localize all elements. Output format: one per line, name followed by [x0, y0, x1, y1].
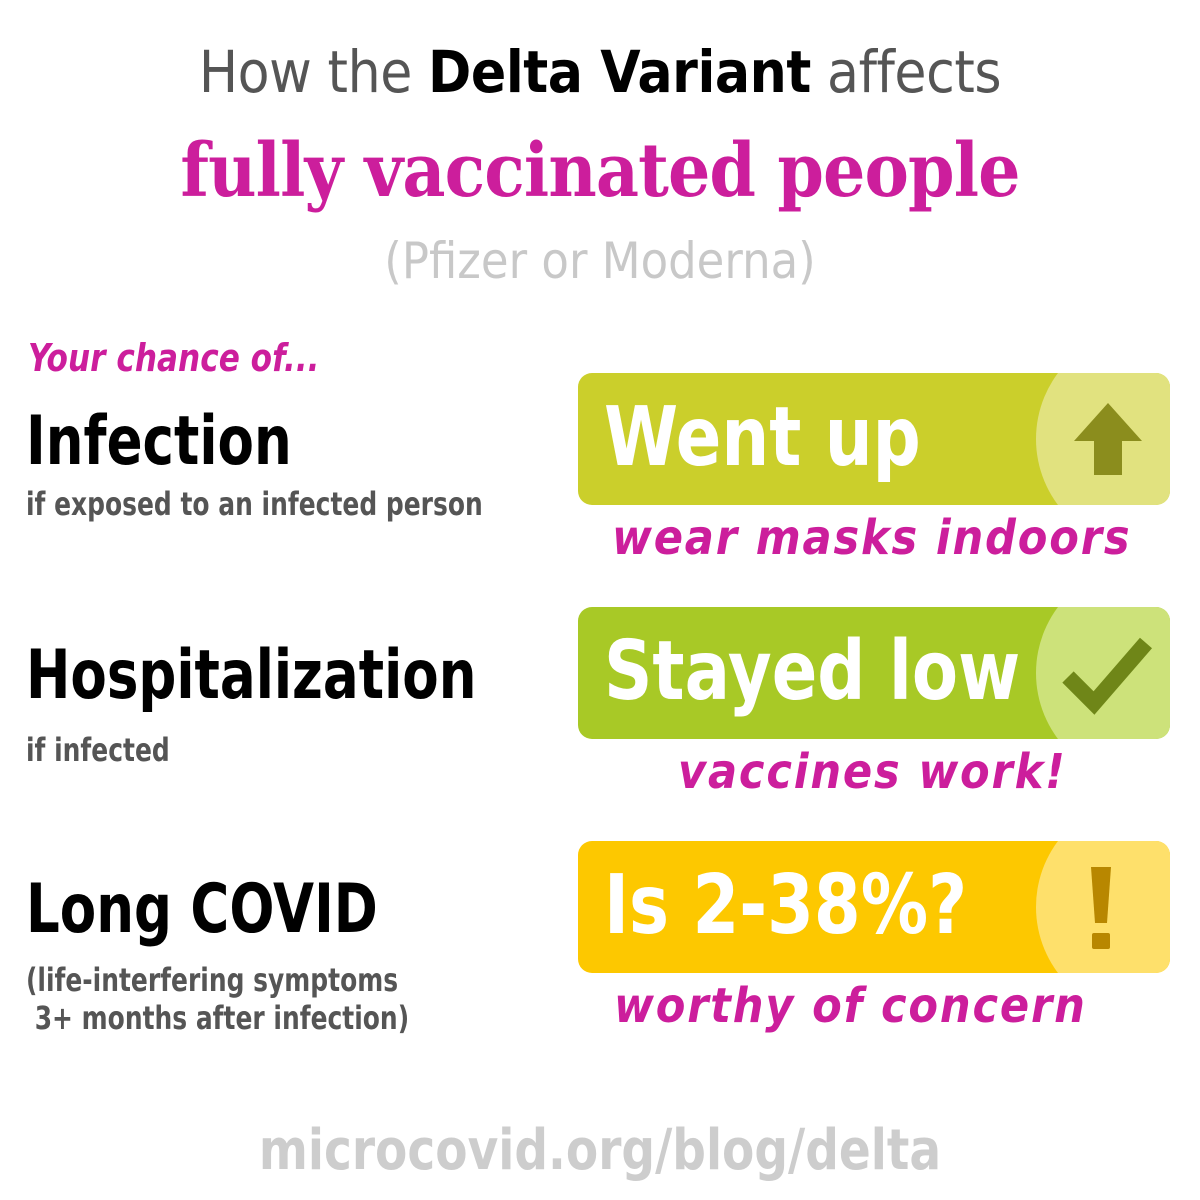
status-pill-long-covid: Is 2-38%? — [578, 841, 1170, 973]
title-prefix: How the — [198, 38, 412, 106]
pill-circle — [1036, 607, 1170, 739]
title-vaccines: (Pfizer or Moderna) — [384, 232, 816, 290]
title-variant: Delta Variant — [428, 38, 811, 106]
exclamation-icon — [1091, 867, 1111, 949]
up-arrow-icon — [1074, 403, 1142, 475]
row-subtitle-hospitalization: if infected — [26, 731, 170, 769]
status-pill-hospitalization: Stayed low — [578, 607, 1170, 739]
note-infection: wear masks indoors — [612, 510, 1132, 566]
status-label-infection: Went up — [604, 390, 921, 485]
row-subtitle-infection: if exposed to an infected person — [26, 485, 483, 523]
title-suffix: affects — [827, 38, 1002, 106]
status-pill-infection: Went up — [578, 373, 1170, 505]
note-hospitalization: vaccines work! — [678, 744, 1067, 800]
footer-url: microcovid.org/blog/delta — [258, 1118, 942, 1183]
status-label-long-covid: Is 2-38%? — [604, 858, 968, 953]
checkmark-icon — [1062, 637, 1152, 715]
row-title-long-covid: Long COVID — [26, 870, 378, 949]
note-long-covid: worthy of concern — [614, 978, 1087, 1034]
title-headline: fully vaccinated people — [180, 128, 1020, 214]
status-label-hospitalization: Stayed low — [604, 624, 1021, 719]
row-title-hospitalization: Hospitalization — [26, 636, 477, 715]
row-title-infection: Infection — [26, 402, 292, 481]
intro-label: Your chance of... — [28, 336, 320, 380]
row-subtitle-long-covid: (life-interfering symptoms 3+ months aft… — [26, 961, 410, 1037]
title-line-1: How the Delta Variant affects — [60, 38, 1140, 106]
